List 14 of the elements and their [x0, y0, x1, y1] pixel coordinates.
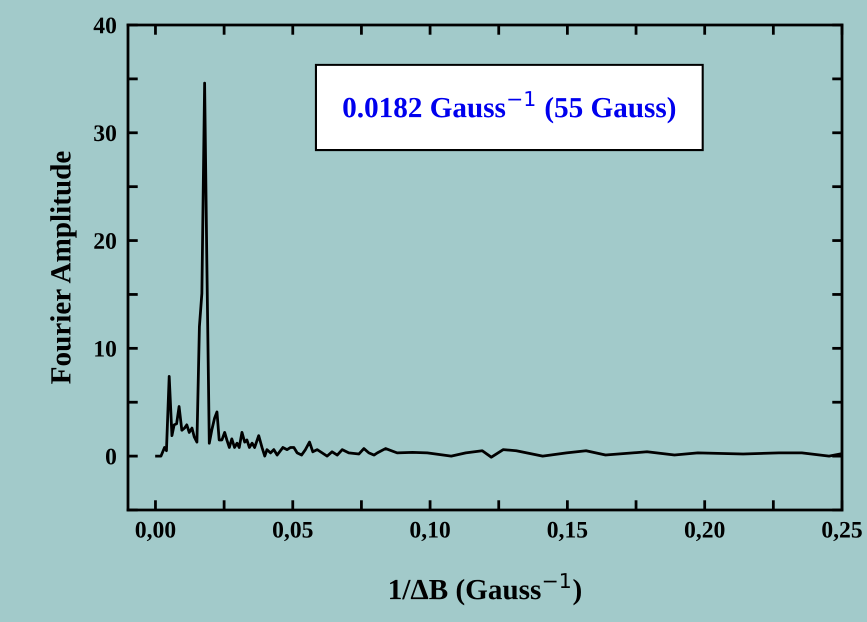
x-tick-label: 0,25 [822, 522, 862, 542]
y-tick-label: 10 [95, 340, 116, 357]
annotation: 0.0182 Gauss$^{−1}$ (55 Gauss) [343, 91, 676, 124]
y-tick-label: 20 [94, 233, 116, 249]
y-tick-label: 40 [94, 17, 116, 34]
x-tick-label: 0,20 [684, 522, 724, 542]
x-tick-label: 0,00 [136, 522, 176, 542]
x-tick-label: 0,15 [548, 522, 588, 542]
x-tick-label: 0,05 [273, 522, 313, 542]
x-axis-title: 1/ΔB (Gauss$^{−1}$) [390, 573, 581, 606]
y-axis-title: Fourier Amplitude [50, 151, 77, 384]
x-tick-label: 0,10 [410, 522, 450, 542]
y-tick-label: 0 [106, 448, 116, 465]
y-tick-label: 30 [94, 125, 116, 142]
